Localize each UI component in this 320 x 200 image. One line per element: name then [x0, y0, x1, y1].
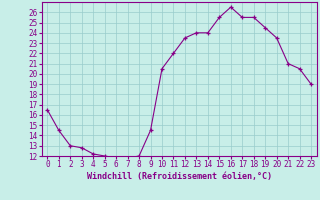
X-axis label: Windchill (Refroidissement éolien,°C): Windchill (Refroidissement éolien,°C) [87, 172, 272, 181]
